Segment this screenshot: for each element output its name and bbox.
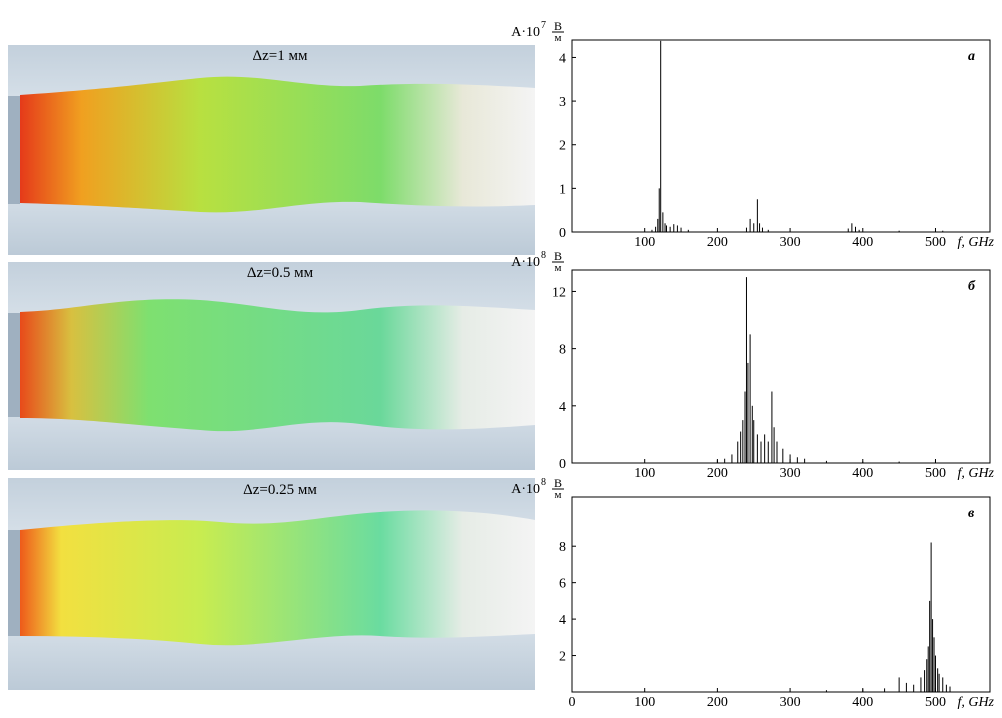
simulation-panel: Δz=0.25 мм [8,478,535,690]
y-tick-label: 2 [559,650,566,665]
panel-label: Δz=0.5 мм [247,265,314,281]
y-axis-label: A·10 [511,482,540,497]
panel-label: Δz=0.25 мм [243,482,317,498]
x-tick-label: 300 [780,235,801,250]
spectrum-chart: 100 200 300 400 500 0 1 2 3 4 f, GHz а A·10 7 Вм [511,19,994,250]
y-axis-exponent: 7 [541,20,546,31]
y-tick-label: 0 [559,457,566,472]
x-tick-label: 0 [569,695,576,710]
y-axis-label: A·10 [511,255,540,270]
x-tick-label: 100 [634,695,655,710]
x-tick-label: 100 [634,235,655,250]
y-tick-label: 4 [559,400,566,415]
x-tick-label: 500 [925,695,946,710]
panel-letter: б [968,279,976,294]
y-axis-unit: м [555,32,562,44]
y-axis-exponent: 8 [541,477,546,488]
y-tick-label: 2 [559,139,566,154]
x-tick-label: 200 [707,235,728,250]
y-axis-unit: м [555,489,562,501]
x-tick-label: 300 [780,466,801,481]
plot-frame [571,39,991,233]
x-tick-label: 400 [852,466,873,481]
x-axis-label: f, GHz [957,466,994,481]
x-tick-label: 500 [925,466,946,481]
x-tick-label: 500 [925,235,946,250]
y-tick-label: 8 [559,343,566,358]
simulation-panel: Δz=0.5 мм [8,262,535,470]
panel-label: Δz=1 мм [253,48,309,64]
panel-letter: в [968,506,975,521]
y-tick-label: 6 [559,577,566,592]
y-tick-label: 1 [559,182,566,197]
y-axis-label: A·10 [511,25,540,40]
x-tick-label: 400 [852,695,873,710]
y-tick-label: 0 [559,226,566,241]
x-axis-label: f, GHz [957,695,994,710]
x-tick-label: 200 [707,695,728,710]
simulation-panel: Δz=1 мм [8,45,535,255]
x-tick-label: 400 [852,235,873,250]
y-tick-label: 8 [559,540,566,555]
y-axis-unit: В [554,19,562,33]
y-axis-exponent: 8 [541,250,546,261]
y-axis-unit: В [554,249,562,263]
y-tick-label: 4 [559,613,566,628]
y-axis-unit: В [554,476,562,490]
x-tick-label: 300 [780,695,801,710]
plot-frame [571,496,991,693]
y-tick-label: 3 [559,95,566,110]
y-axis-unit: м [555,262,562,274]
y-tick-label: 4 [559,51,566,66]
x-tick-label: 200 [707,466,728,481]
x-tick-label: 100 [634,466,655,481]
panel-letter: а [968,49,975,64]
x-axis-label: f, GHz [957,235,994,250]
plot-frame [571,269,991,464]
y-tick-label: 12 [552,285,566,300]
